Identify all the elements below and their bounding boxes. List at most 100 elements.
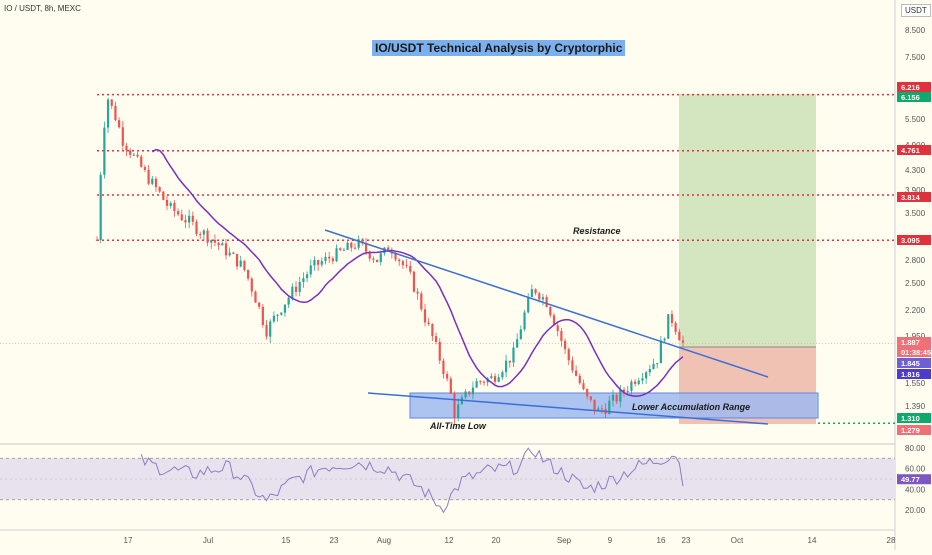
candle-body: [173, 203, 176, 212]
x-tick-label: 16: [657, 536, 666, 545]
candle-body: [118, 120, 121, 128]
candle-body: [357, 239, 360, 248]
candle-body: [335, 248, 338, 262]
candle-body: [567, 349, 570, 361]
candle-body: [165, 199, 169, 206]
candle-body: [545, 297, 548, 307]
rsi-current-tag: [897, 474, 931, 485]
candle-body: [615, 394, 618, 402]
price-tag: [897, 337, 931, 347]
candle-body: [372, 258, 375, 260]
candle-body: [317, 260, 320, 265]
candle-body: [674, 322, 677, 332]
candle-body: [423, 309, 427, 323]
candle-body: [438, 341, 441, 361]
price-tag: [897, 145, 931, 155]
candle-body: [328, 256, 331, 259]
currency-button[interactable]: USDT: [901, 4, 931, 17]
candle-body: [586, 389, 589, 397]
x-tick-label: Aug: [377, 536, 391, 545]
candle-body: [95, 239, 99, 241]
candle-body: [99, 174, 102, 240]
annotation-2: All-Time Low: [429, 421, 487, 431]
x-tick-label: 23: [682, 536, 691, 545]
annotation-0: Resistance: [573, 226, 621, 236]
candle-body: [110, 99, 113, 106]
candle-body: [530, 289, 533, 298]
candle-body: [501, 372, 504, 378]
y-tick-label: 3.900: [905, 186, 926, 195]
x-tick-label: 9: [608, 536, 613, 545]
candle-body: [232, 252, 235, 254]
candle-body: [523, 312, 526, 330]
candle-body: [158, 187, 161, 192]
price-tag: [897, 192, 931, 202]
candle-body: [387, 247, 390, 252]
resistance-trendline: [324, 229, 769, 378]
y-tick-label: 1.950: [905, 332, 926, 341]
candle-body: [283, 304, 287, 313]
price-tag-label: 3.814: [901, 193, 921, 202]
price-tag-label: 6.156: [901, 93, 920, 102]
candle-body: [294, 286, 298, 292]
candle-body: [394, 253, 397, 260]
candle-body: [162, 191, 165, 200]
y-tick-label: 8.500: [905, 26, 926, 35]
y-tick-label: 2.800: [905, 256, 926, 265]
candle-body: [364, 243, 368, 252]
candle-body: [125, 145, 128, 151]
candle-body: [121, 127, 124, 146]
price-tag: [897, 347, 931, 357]
price-tag-label: 1.887: [901, 338, 920, 347]
candle-body: [619, 389, 622, 402]
candle-body: [519, 329, 522, 340]
candle-body: [291, 286, 294, 298]
candle-body: [622, 389, 626, 392]
candle-body: [140, 156, 143, 167]
candle-body: [272, 315, 276, 322]
candle-body: [645, 372, 648, 379]
candle-body: [180, 214, 183, 221]
candle-body: [663, 338, 666, 341]
candle-body: [678, 331, 681, 341]
candle-body: [235, 253, 239, 267]
candle-body: [471, 387, 475, 395]
candle-body: [184, 220, 187, 223]
candle-body: [154, 178, 158, 188]
candle-body: [563, 340, 567, 350]
candle-body: [611, 394, 615, 401]
candle-body: [269, 321, 272, 337]
x-tick-label: 15: [282, 536, 291, 545]
candle-body: [575, 370, 578, 376]
y-tick-label: 4.300: [905, 166, 926, 175]
x-tick-label: 28: [887, 536, 896, 545]
candle-body: [626, 390, 629, 392]
candle-body: [132, 154, 135, 156]
candle-body: [361, 239, 364, 244]
candle-body: [114, 105, 117, 121]
candle-body: [670, 314, 674, 323]
candle-body: [431, 324, 434, 337]
rsi-tick-label: 20.00: [905, 506, 926, 515]
y-tick-label: 1.550: [905, 379, 926, 388]
candle-body: [324, 256, 327, 262]
candle-body: [210, 239, 213, 243]
candle-body: [457, 404, 460, 418]
candle-body: [464, 391, 467, 398]
candle-body: [482, 381, 486, 383]
candle-body: [637, 380, 640, 384]
candle-body: [541, 297, 545, 300]
candle-body: [202, 230, 205, 235]
candle-body: [667, 314, 670, 339]
candle-body: [597, 408, 600, 411]
candle-body: [582, 383, 585, 390]
target-zone: [679, 94, 816, 347]
candle-body: [401, 261, 404, 266]
candle-body: [228, 252, 231, 256]
price-tag: [897, 369, 931, 379]
y-tick-label: 7.500: [905, 53, 926, 62]
price-tag-label: 1.279: [901, 426, 920, 435]
candle-body: [412, 271, 416, 292]
